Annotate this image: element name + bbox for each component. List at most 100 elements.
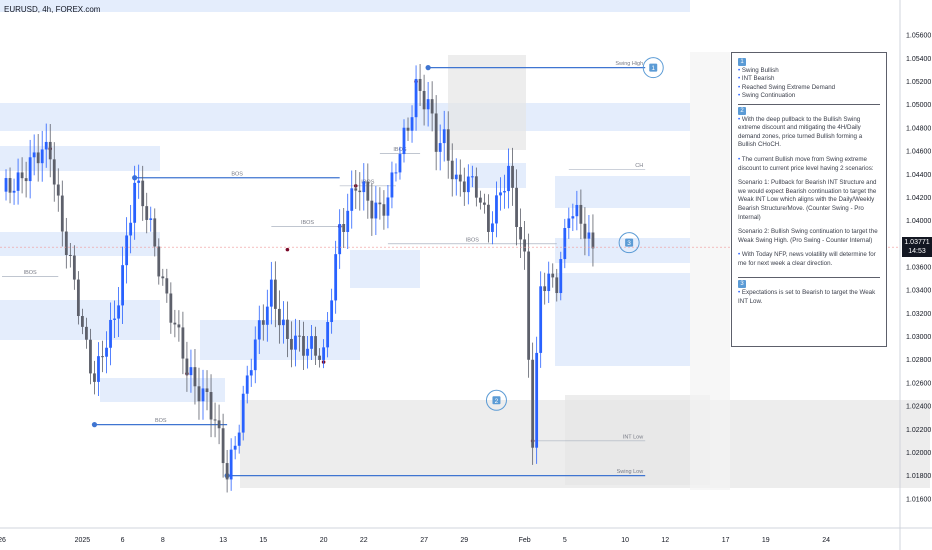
candle-body: [129, 222, 133, 236]
candle-body: [314, 336, 317, 356]
candle-body: [547, 273, 551, 292]
candle-body: [370, 200, 374, 219]
pivot-dot: [285, 247, 290, 252]
price-tick-label: 1.02600: [906, 380, 931, 387]
candle-body: [483, 202, 486, 205]
candle-body: [402, 127, 406, 155]
candle-body: [507, 165, 510, 192]
price-tick-label: 1.01800: [906, 473, 931, 480]
candle-body: [338, 224, 342, 255]
demand-zone: [0, 0, 690, 12]
price-tick-label: 1.02800: [906, 357, 931, 364]
time-tick-label: 27: [420, 537, 428, 544]
candle-body: [342, 224, 346, 232]
candle-body: [149, 218, 153, 220]
candle-body: [153, 218, 157, 247]
candle-body: [583, 223, 587, 239]
annotation-number: 3: [627, 240, 631, 247]
candle-body: [591, 232, 595, 249]
premium-zone: [565, 395, 710, 485]
candle-body: [302, 336, 305, 356]
candle-body: [28, 157, 32, 182]
candle-body: [105, 347, 108, 357]
candle-body: [575, 204, 579, 217]
structure-level-label: IBOS: [301, 220, 314, 226]
time-tick-label: 29: [460, 537, 468, 544]
candle-body: [213, 419, 217, 421]
time-tick-label: 8: [161, 537, 165, 544]
candle-body: [470, 176, 474, 178]
candle-body: [245, 375, 249, 394]
candle-body: [362, 181, 366, 193]
candle-body: [137, 180, 141, 183]
last-price-badge: 1.03771 14:53: [902, 237, 932, 257]
note-item: Reached Swing Extreme Demand: [738, 84, 880, 93]
candle-body: [378, 202, 382, 205]
demand-zone: [470, 163, 526, 188]
candle-body: [12, 190, 16, 193]
time-axis[interactable]: 26 2025 6 8 13 15 20 22 27 29 Feb 5 10 12 17 19 24: [0, 537, 830, 544]
note-paragraph: Expectations is set to Bearish to target…: [738, 289, 880, 306]
candle-body: [322, 347, 325, 360]
demand-zone: [0, 146, 160, 171]
note-badge-3: 3: [738, 280, 746, 289]
candle-body: [68, 254, 72, 256]
time-tick-label: 2025: [75, 537, 91, 544]
candle-body: [209, 392, 213, 420]
candle-body: [197, 386, 201, 402]
candle-body: [201, 388, 205, 402]
candle-body: [434, 113, 438, 152]
candle-body: [334, 254, 338, 301]
time-tick-label: 12: [661, 537, 669, 544]
candle-body: [145, 206, 149, 220]
candle-body: [499, 192, 502, 196]
candle-body: [157, 246, 161, 277]
candle-body: [60, 195, 64, 232]
candle-body: [181, 327, 185, 359]
demand-zone: [555, 273, 690, 366]
structure-level-label: CH: [635, 163, 643, 169]
price-tick-label: 1.04000: [906, 218, 931, 225]
time-tick-label: 24: [822, 537, 830, 544]
note-paragraph: With the deep pullback to the Bullish Sw…: [738, 116, 880, 150]
price-tick-label: 1.03400: [906, 288, 931, 295]
candle-body: [4, 178, 8, 192]
candle-body: [310, 336, 313, 349]
time-tick-label: 6: [121, 537, 125, 544]
candle-body: [48, 141, 52, 160]
candle-body: [442, 129, 446, 144]
candle-body: [113, 318, 116, 320]
price-axis[interactable]: 1.05600 1.05400 1.05200 1.05000 1.04800 1.046…: [906, 33, 931, 504]
candle-body: [32, 152, 36, 158]
candle-body: [426, 99, 430, 110]
candle-body: [555, 277, 559, 294]
candle-body: [519, 226, 522, 240]
notes-section-3: 3 Expectations is set to Bearish to targ…: [738, 278, 880, 315]
candle-body: [410, 117, 414, 131]
candle-body: [394, 172, 398, 174]
annotation-badge: [649, 63, 658, 72]
candle-body: [273, 279, 277, 309]
candle-body: [233, 445, 237, 450]
structure-level-label: BOS: [155, 418, 167, 424]
candle-body: [390, 172, 394, 198]
annotation-badge: [492, 396, 501, 405]
notes-panel: 1 Swing Bullish INT Bearish Reached Swin…: [731, 52, 887, 347]
last-price-value: 1.03771: [904, 239, 930, 246]
candle-body: [249, 370, 253, 376]
price-tick-label: 1.03200: [906, 311, 931, 318]
candle-body: [205, 388, 209, 393]
demand-zone: [350, 250, 420, 288]
candle-body: [527, 251, 531, 360]
time-tick-label: 10: [621, 537, 629, 544]
candle-body: [531, 359, 535, 448]
candle-body: [282, 319, 285, 326]
candle-body: [438, 143, 442, 152]
candle-body: [173, 322, 177, 325]
candle-body: [117, 305, 120, 319]
candle-body: [414, 78, 418, 118]
candle-body: [165, 278, 169, 294]
time-tick-label: 20: [320, 537, 328, 544]
candle-body: [109, 319, 112, 348]
